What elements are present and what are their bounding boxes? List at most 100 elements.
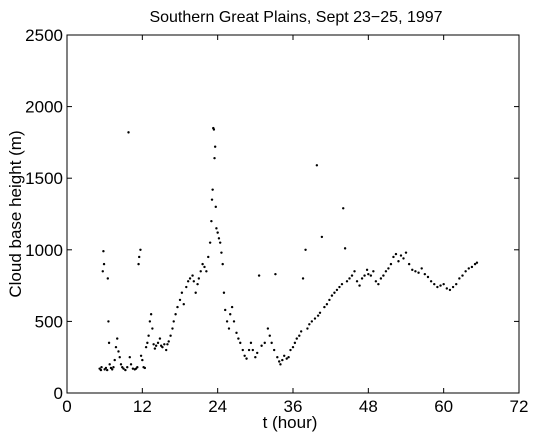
data-point [475, 261, 479, 264]
data-point [429, 280, 433, 283]
data-point [473, 262, 477, 266]
ticks-layer: 0 12 24 36 48 60 72 0 500 1000 1500 2000 2500 [25, 26, 528, 416]
data-point [149, 313, 153, 316]
data-point [131, 367, 135, 370]
x-tick-label: 24 [208, 397, 227, 416]
data-point [283, 354, 286, 357]
x-tick-label: 12 [133, 397, 152, 416]
y-axis-title: Cloud base height (m) [6, 130, 25, 297]
data-point [417, 271, 420, 274]
data-point [392, 255, 395, 259]
data-point [222, 291, 226, 294]
data-point [407, 262, 411, 266]
data-point [338, 285, 341, 289]
data-point [260, 344, 263, 347]
data-point [316, 314, 320, 317]
data-point [166, 343, 169, 346]
data-point [107, 320, 110, 323]
data-point [235, 331, 238, 335]
data-point [114, 345, 118, 349]
data-point [148, 320, 152, 323]
data-point [128, 356, 131, 359]
data-point [216, 231, 219, 234]
data-point [101, 270, 104, 273]
data-point [285, 357, 288, 360]
plot-frame [66, 34, 520, 394]
data-point [345, 280, 349, 283]
y-tick-label: 2000 [25, 98, 63, 117]
data-point [320, 235, 324, 239]
data-point [287, 356, 290, 359]
x-axis-title: t (hour) [263, 413, 318, 432]
data-point [367, 272, 370, 276]
data-point [340, 282, 344, 286]
data-point [210, 219, 213, 223]
data-point [137, 262, 140, 266]
data-point [256, 351, 259, 355]
data-point [442, 282, 445, 286]
data-point [185, 285, 188, 289]
x-tick-label: 60 [434, 397, 453, 416]
x-tick-label: 0 [62, 397, 71, 416]
data-point [291, 345, 295, 349]
data-point [196, 282, 199, 286]
data-point [310, 320, 314, 323]
chart-title: Southern Great Plains, Sept 23−25, 1997 [149, 9, 442, 26]
data-point [330, 294, 334, 297]
data-point [455, 282, 458, 286]
data-point [102, 262, 106, 266]
data-point [461, 274, 464, 277]
data-point [399, 254, 403, 257]
data-point [404, 251, 408, 254]
data-point [313, 317, 317, 320]
data-point [333, 291, 336, 294]
data-point [199, 270, 202, 273]
data-point [152, 343, 155, 346]
data-point [156, 341, 160, 345]
data-point [161, 345, 164, 349]
data-point [423, 272, 427, 276]
data-point [203, 265, 206, 269]
data-point [197, 277, 201, 280]
data-point [394, 252, 398, 256]
data-point [215, 227, 218, 230]
data-point [379, 277, 383, 280]
data-point [308, 323, 311, 326]
data-point [119, 363, 123, 366]
data-point [113, 358, 116, 362]
data-point [213, 145, 217, 148]
data-point [433, 282, 436, 286]
data-point [249, 341, 253, 345]
data-point [230, 305, 234, 309]
data-point [298, 334, 301, 337]
data-point [213, 156, 216, 160]
data-point [126, 366, 129, 369]
data-point [100, 366, 103, 369]
data-point [243, 354, 246, 357]
data-point [402, 257, 405, 260]
data-point [335, 288, 339, 292]
data-point [239, 341, 242, 345]
data-point [274, 272, 277, 276]
data-point [377, 282, 380, 286]
data-point [167, 340, 170, 343]
data-point [301, 277, 305, 280]
data-point [105, 368, 109, 372]
data-point [201, 262, 204, 266]
data-point [224, 308, 227, 312]
data-point [247, 348, 251, 352]
data-point [107, 341, 111, 345]
data-point [268, 334, 271, 337]
data-point [118, 356, 121, 359]
data-point [225, 320, 229, 323]
data-point [220, 251, 223, 254]
data-point [295, 337, 298, 340]
data-point [470, 265, 474, 269]
data-point [194, 291, 197, 294]
data-point [147, 334, 150, 337]
data-point [445, 287, 449, 290]
data-point [348, 277, 351, 280]
data-point [205, 270, 208, 273]
data-point [143, 366, 147, 370]
